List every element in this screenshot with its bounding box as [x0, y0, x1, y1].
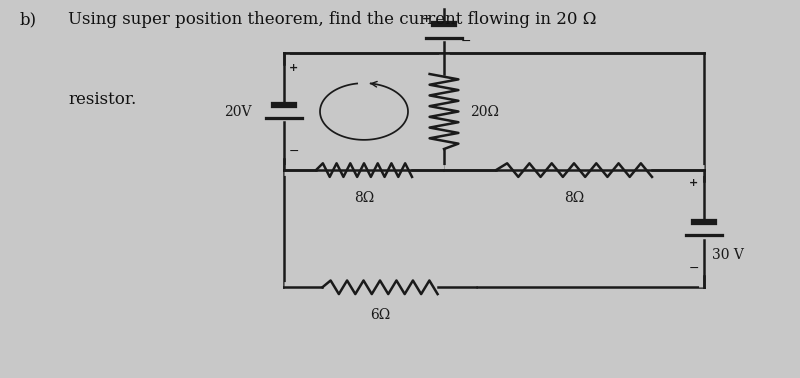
Text: −: − — [288, 145, 299, 158]
Text: 20V: 20V — [225, 104, 252, 119]
Text: Using super position theorem, find the current flowing in 20 Ω: Using super position theorem, find the c… — [68, 11, 597, 28]
Text: −: − — [461, 35, 472, 48]
Text: +: + — [689, 178, 698, 188]
Text: b): b) — [20, 11, 37, 28]
Text: 8Ω: 8Ω — [564, 191, 584, 205]
Text: 20Ω: 20Ω — [470, 104, 498, 119]
Text: 8Ω: 8Ω — [354, 191, 374, 205]
Text: 6Ω: 6Ω — [370, 308, 390, 322]
Text: 30 V: 30 V — [712, 248, 744, 262]
Text: resistor.: resistor. — [68, 91, 136, 108]
Text: +: + — [422, 14, 431, 24]
Text: −: − — [688, 262, 699, 275]
Text: +: + — [289, 63, 298, 73]
